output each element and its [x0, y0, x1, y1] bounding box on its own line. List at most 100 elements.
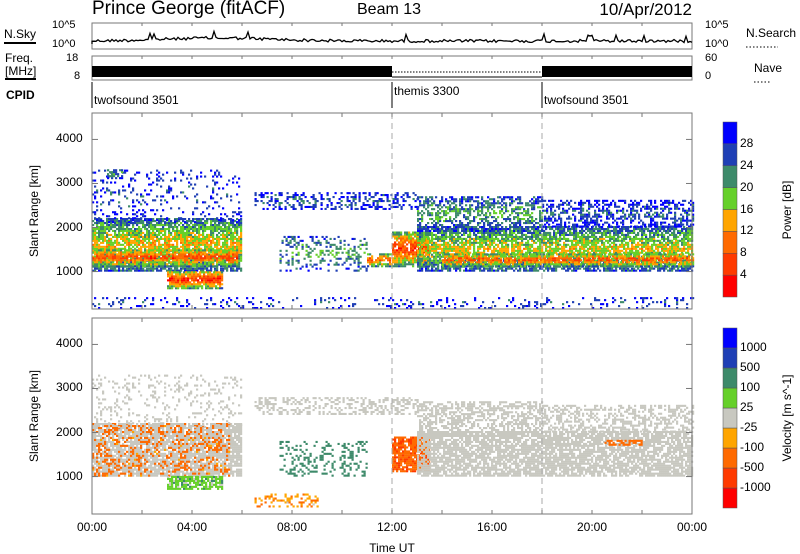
echo-cell — [461, 251, 464, 254]
echo-cell — [154, 247, 157, 250]
echo-cell — [549, 249, 552, 252]
echo-cell — [164, 231, 167, 234]
echo-cell — [200, 265, 203, 268]
echo-cell — [495, 233, 498, 236]
echo-cell — [158, 222, 161, 225]
echo-cell — [196, 245, 199, 248]
echo-cell — [412, 192, 415, 195]
echo-cell — [232, 265, 235, 268]
echo-cell — [199, 281, 202, 284]
echo-cell — [96, 259, 99, 262]
echo-cell — [158, 233, 161, 236]
echo-cell — [189, 283, 192, 286]
echo-cell — [222, 263, 225, 266]
echo-cell — [148, 237, 151, 240]
echo-cell — [437, 231, 440, 234]
echo-cell — [515, 229, 518, 232]
echo-cell — [134, 231, 137, 234]
echo-cell — [110, 259, 113, 262]
echo-cell — [503, 241, 506, 244]
echo-cell — [449, 235, 452, 238]
echo-cell — [112, 241, 115, 244]
echo-cell — [549, 243, 552, 246]
echo-cell — [222, 233, 225, 236]
echo-cell — [168, 233, 171, 236]
echo-cell — [100, 189, 103, 192]
echo-cell — [152, 267, 155, 270]
echo-cell — [100, 267, 103, 270]
echo-cell — [164, 243, 167, 246]
echo-cell — [150, 231, 153, 234]
echo-cell — [138, 269, 141, 272]
echo-cell — [146, 221, 149, 224]
echo-cell — [176, 261, 179, 264]
echo-cell — [186, 224, 189, 227]
echo-cell — [210, 257, 213, 260]
echo-cell — [513, 247, 516, 250]
echo-cell — [378, 200, 381, 203]
echo-cell — [126, 261, 129, 264]
echo-cell — [355, 255, 358, 258]
echo-cell — [146, 251, 149, 254]
echo-cell — [213, 277, 216, 280]
echo-cell — [400, 261, 403, 264]
echo-cell — [379, 253, 382, 256]
echo-cell — [356, 207, 359, 210]
echo-cell — [421, 231, 424, 234]
echo-cell — [489, 267, 492, 270]
echo-cell — [188, 245, 191, 248]
echo-cell — [465, 231, 468, 234]
echo-cell — [449, 239, 452, 242]
echo-cell — [320, 207, 323, 210]
echo-cell — [168, 249, 171, 252]
echo-cell — [575, 249, 578, 252]
echo-cell — [238, 222, 241, 225]
echo-cell — [212, 187, 215, 190]
echo-cell — [183, 279, 186, 282]
echo-cell — [382, 194, 385, 197]
echo-cell — [168, 269, 171, 272]
echo-cell — [481, 245, 484, 248]
echo-cell — [372, 200, 375, 203]
echo-cell — [330, 207, 333, 210]
echo-cell — [487, 269, 490, 272]
echo-cell — [144, 247, 147, 250]
echo-cell — [146, 241, 149, 244]
echo-cell — [286, 196, 289, 199]
echo-cell — [164, 257, 167, 260]
echo-cell — [481, 269, 484, 272]
echo-cell — [410, 251, 413, 254]
echo-cell — [234, 251, 237, 254]
echo-cell — [236, 247, 239, 250]
echo-cell — [238, 263, 241, 266]
echo-cell — [100, 253, 103, 256]
echo-cell — [150, 237, 153, 240]
echo-cell — [204, 251, 207, 254]
echo-cell — [148, 259, 151, 262]
echo-cell — [206, 249, 209, 252]
echo-cell — [443, 267, 446, 270]
echo-cell — [140, 251, 143, 254]
echo-cell — [168, 251, 171, 254]
echo-cell — [563, 245, 566, 248]
echo-cell — [375, 265, 378, 268]
echo-cell — [158, 231, 161, 234]
echo-cell — [120, 237, 123, 240]
echo-cell — [164, 241, 167, 244]
echo-cell — [177, 283, 180, 286]
echo-cell — [167, 273, 170, 276]
echo-cell — [551, 241, 554, 244]
echo-cell — [180, 259, 183, 262]
echo-cell — [505, 231, 508, 234]
echo-cell — [214, 267, 217, 270]
echo-cell — [214, 253, 217, 256]
echo-cell — [226, 237, 229, 240]
echo-cell — [138, 247, 141, 250]
echo-cell — [196, 229, 199, 232]
echo-cell — [575, 239, 578, 242]
echo-cell — [179, 273, 182, 276]
echo-cell — [162, 224, 165, 227]
echo-cell — [158, 241, 161, 244]
echo-cell — [519, 249, 522, 252]
echo-cell — [240, 229, 243, 232]
